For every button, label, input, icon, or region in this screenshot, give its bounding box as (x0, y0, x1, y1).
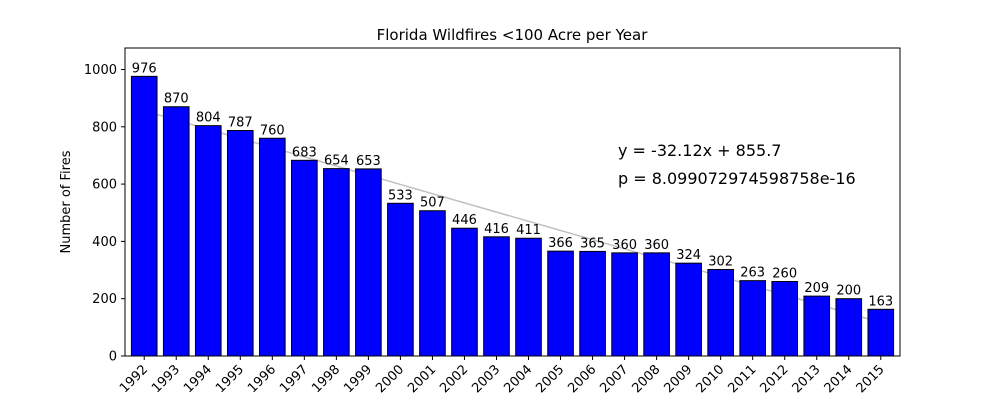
p-value-annotation: p = 8.099072974598758e-16 (618, 169, 856, 188)
x-tick-label-2006: 2006 (565, 362, 599, 396)
data-label-2015: 163 (868, 294, 893, 309)
data-label-1998: 654 (324, 154, 349, 169)
x-tick-label-2012: 2012 (758, 362, 792, 396)
x-tick-label-2000: 2000 (373, 362, 407, 396)
bar-1993 (162, 106, 190, 357)
bars-layer (130, 75, 895, 357)
bar-2006 (579, 250, 606, 357)
x-tick-label-2010: 2010 (693, 362, 727, 396)
x-tick-label-2014: 2014 (822, 362, 856, 396)
bar-1995 (226, 130, 254, 357)
y-tick-label-600: 600 (92, 178, 117, 193)
x-tick-label-2013: 2013 (790, 362, 824, 396)
y-tick-label-0: 0 (109, 350, 117, 365)
bar-2013 (803, 295, 831, 357)
bar-2011 (739, 280, 766, 357)
x-tick-label-2008: 2008 (629, 362, 663, 396)
data-label-2005: 366 (548, 236, 573, 251)
data-label-2000: 533 (388, 188, 413, 203)
data-label-2001: 507 (420, 196, 445, 211)
bar-2000 (387, 202, 414, 357)
bar-1999 (355, 168, 382, 357)
x-tick-label-2002: 2002 (437, 362, 471, 396)
x-tick-label-1996: 1996 (245, 362, 279, 396)
data-label-1995: 787 (228, 116, 253, 131)
plot-frame (124, 47, 901, 357)
x-tick-label-2004: 2004 (501, 362, 535, 396)
y-axis-label: Number of Fires (59, 150, 74, 253)
bar-1997 (291, 159, 318, 357)
data-label-1993: 870 (164, 92, 189, 107)
bar-1996 (259, 137, 286, 357)
data-label-2008: 360 (644, 238, 669, 253)
regression-equation: y = -32.12x + 855.7 (618, 141, 781, 160)
y-tick-label-1000: 1000 (84, 63, 117, 78)
bar-2005 (547, 250, 574, 357)
x-tick-label-2009: 2009 (661, 362, 695, 396)
x-tick-label-2005: 2005 (533, 362, 567, 396)
y-tick-label-400: 400 (92, 235, 117, 250)
x-tick-label-1992: 1992 (117, 362, 151, 396)
x-tick-label-1993: 1993 (149, 362, 183, 396)
bar-1994 (194, 125, 222, 357)
x-tick-label-1997: 1997 (277, 362, 311, 396)
bar-2009 (675, 262, 702, 357)
chart-title: Florida Wildfires <100 Acre per Year (377, 26, 649, 44)
x-tick-label-1994: 1994 (181, 362, 215, 396)
data-label-2004: 411 (516, 223, 541, 238)
bar-2015 (867, 308, 895, 357)
data-label-2007: 360 (612, 238, 637, 253)
bar-2004 (515, 237, 542, 357)
bar-2008 (643, 252, 670, 357)
data-label-1994: 804 (196, 111, 221, 126)
data-label-2006: 365 (580, 236, 605, 251)
data-label-2002: 446 (452, 213, 477, 228)
bar-2010 (707, 268, 734, 357)
bar-2007 (611, 252, 638, 357)
x-tick-label-2007: 2007 (597, 362, 631, 396)
data-label-2014: 200 (836, 284, 861, 299)
x-tick-label-1998: 1998 (309, 362, 343, 396)
data-label-2012: 260 (772, 267, 797, 282)
data-label-2010: 302 (708, 254, 733, 269)
x-tick-label-1999: 1999 (341, 362, 375, 396)
x-tick-label-2011: 2011 (726, 362, 760, 396)
bar-2002 (451, 227, 478, 357)
bar-2001 (419, 210, 446, 357)
x-tick-label-2001: 2001 (405, 362, 439, 396)
data-label-1997: 683 (292, 145, 317, 160)
bar-2014 (835, 298, 863, 357)
data-label-2003: 416 (484, 222, 509, 237)
y-tick-label-200: 200 (92, 292, 117, 307)
bar-1998 (323, 168, 350, 357)
data-label-2009: 324 (676, 248, 701, 263)
bar-1992 (130, 75, 158, 357)
data-label-1999: 653 (356, 154, 381, 169)
data-label-1992: 976 (132, 61, 157, 76)
y-tick-label-800: 800 (92, 120, 117, 135)
data-label-2011: 263 (740, 266, 765, 281)
x-tick-label-2015: 2015 (854, 362, 888, 396)
x-tick-label-2003: 2003 (469, 362, 503, 396)
data-labels-layer: 976 870 804 787 760 683 654 653 533 507 446 416 411 3… (132, 61, 893, 309)
data-label-2013: 209 (804, 281, 829, 296)
data-label-1996: 760 (260, 123, 285, 138)
bar-2003 (483, 236, 510, 357)
x-tick-label-1995: 1995 (213, 362, 247, 396)
bar-2012 (771, 281, 799, 357)
